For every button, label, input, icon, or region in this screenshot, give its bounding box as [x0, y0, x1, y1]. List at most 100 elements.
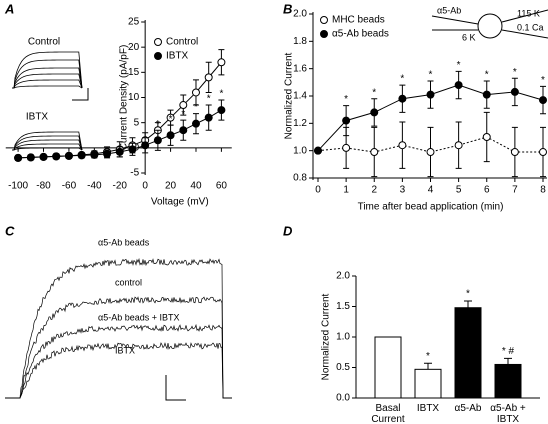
- trace-label: control: [115, 277, 142, 287]
- inset-trace: [12, 143, 83, 151]
- pipette: [431, 9, 548, 39]
- data-point: [179, 101, 188, 110]
- y-axis-label: Current Density (pA/pF): [119, 45, 130, 151]
- panel-label: D: [283, 223, 293, 238]
- data-point: [398, 94, 407, 103]
- data-point: [398, 141, 407, 150]
- inset-label: 6 K: [462, 32, 476, 42]
- data-point: [179, 126, 188, 135]
- series-line: [317, 136, 543, 153]
- x-tick-label: 0: [315, 185, 321, 196]
- data-point: [52, 152, 61, 161]
- data-point: [166, 113, 175, 122]
- x-tick-label: 8: [540, 185, 546, 196]
- y-axis-label: Normalized Current: [321, 293, 332, 380]
- y-axis-label: Normalized Current: [284, 52, 295, 139]
- significance: *: [400, 74, 404, 85]
- data-point: [314, 146, 322, 155]
- data-point: [153, 136, 162, 145]
- data-point: [103, 149, 112, 158]
- data-point: [482, 133, 491, 141]
- significance: *: [457, 60, 461, 71]
- data-point: [26, 153, 35, 162]
- significance: *: [194, 102, 198, 113]
- bar: [374, 336, 402, 399]
- significance: *: [169, 114, 173, 125]
- y-tick-label: 25: [128, 17, 140, 28]
- x-tick-label: 3: [400, 185, 406, 196]
- data-point: [426, 90, 435, 99]
- x-axis-label: Time after bead application (min): [358, 202, 504, 213]
- panel-label: C: [5, 223, 15, 238]
- significance: *: [426, 351, 430, 362]
- legend-marker: [154, 52, 162, 60]
- x-tick-label: -60: [62, 181, 77, 192]
- inset-trace: [12, 135, 83, 151]
- significance: *: [485, 70, 489, 81]
- y-tick-label: 1.5: [336, 301, 350, 312]
- legend-label: Control: [166, 37, 198, 48]
- error-bar: [464, 300, 472, 308]
- y-tick-label: 1.8: [293, 36, 307, 47]
- legend-marker: [320, 16, 328, 24]
- data-point: [454, 141, 463, 150]
- x-tick-label: Basal Current: [371, 403, 405, 424]
- data-point: [217, 106, 226, 115]
- inset-trace: [12, 147, 83, 151]
- inset-label: IBTX: [26, 112, 49, 123]
- inset-trace: [12, 67, 83, 89]
- significance: *: [429, 70, 433, 81]
- data-point: [454, 81, 463, 90]
- bar: [494, 363, 522, 399]
- data-point: [191, 119, 200, 128]
- y-tick-label: 1.0: [336, 332, 350, 343]
- y-tick-label: 15: [128, 67, 140, 78]
- x-tick-label: 60: [216, 181, 228, 192]
- x-tick-label: 1: [343, 185, 349, 196]
- scale-bar: [165, 375, 186, 401]
- significance: *: [466, 289, 470, 300]
- inset-trace: [12, 139, 83, 151]
- significance: * #: [502, 346, 515, 357]
- data-point: [510, 87, 519, 96]
- data-point: [141, 141, 150, 150]
- data-point: [217, 58, 226, 67]
- x-tick-label: -40: [87, 181, 102, 192]
- x-tick-label: 20: [165, 181, 177, 192]
- data-point: [64, 151, 73, 160]
- significance: *: [181, 109, 185, 120]
- inset-trace: [12, 131, 83, 151]
- legend-marker: [154, 38, 162, 46]
- panel-label: B: [283, 1, 292, 16]
- x-tick-label: α5-Ab + IBTX: [490, 403, 526, 424]
- data-point: [342, 116, 351, 125]
- legend-marker: [320, 30, 328, 38]
- significance: *: [156, 119, 160, 130]
- y-tick-label: -5: [130, 168, 139, 179]
- trace: [5, 342, 232, 399]
- data-point: [204, 73, 213, 82]
- data-point: [426, 148, 435, 157]
- significance: *: [513, 67, 517, 78]
- inset-trace: [12, 73, 83, 89]
- data-point: [115, 147, 124, 156]
- y-tick-label: 1.4: [293, 91, 307, 102]
- y-tick-label: 10: [128, 92, 140, 103]
- data-point: [128, 145, 137, 154]
- x-tick-label: 2: [371, 185, 377, 196]
- inset-label: 115 K: [517, 8, 540, 18]
- bar: [414, 368, 442, 399]
- inset-label: Control: [28, 37, 60, 48]
- data-point: [482, 90, 491, 99]
- error-bar: [424, 362, 432, 370]
- x-tick-label: 6: [484, 185, 490, 196]
- legend-label: IBTX: [166, 51, 189, 62]
- data-point: [166, 131, 175, 140]
- y-tick-label: 5: [134, 117, 140, 128]
- y-tick-label: 0.0: [336, 393, 350, 404]
- y-tick-label: 0.8: [293, 173, 307, 184]
- x-tick-label: α5-Ab: [454, 403, 482, 414]
- y-tick-label: 1.2: [293, 118, 307, 129]
